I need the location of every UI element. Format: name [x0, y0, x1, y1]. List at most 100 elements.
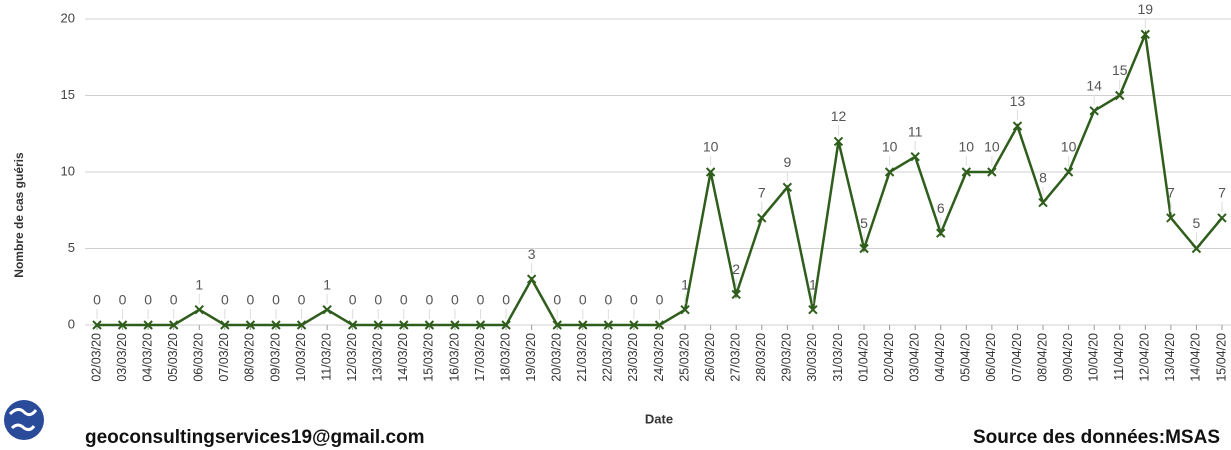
data-label: 0 — [349, 292, 357, 308]
point-marker — [680, 304, 690, 315]
point-marker — [987, 167, 997, 177]
x-tick-label: 13/03/20 — [371, 333, 385, 382]
data-label: 0 — [630, 292, 638, 308]
y-tick-label: 0 — [68, 316, 75, 331]
point-marker — [578, 320, 588, 330]
point-marker — [1063, 167, 1074, 177]
data-label: 0 — [272, 292, 280, 308]
point-marker — [552, 320, 562, 330]
logo-globe — [4, 400, 44, 440]
x-tick-label: 20/03/20 — [550, 333, 564, 382]
data-label: 7 — [1218, 185, 1226, 201]
x-tick-label: 11/04/20 — [1112, 333, 1126, 381]
x-tick-label: 05/04/20 — [959, 333, 973, 382]
data-label: 5 — [1193, 215, 1201, 231]
x-tick-label: 03/04/20 — [907, 333, 921, 382]
point-marker — [450, 320, 460, 330]
point-marker — [143, 320, 153, 330]
point-marker — [373, 320, 383, 330]
data-label: 1 — [323, 276, 331, 292]
x-tick-label: 06/03/20 — [192, 333, 206, 382]
x-tick-label: 07/04/20 — [1010, 333, 1024, 382]
data-label: 0 — [425, 292, 433, 308]
x-tick-label: 03/03/20 — [115, 333, 129, 382]
point-marker — [961, 167, 972, 177]
point-marker — [1140, 29, 1151, 40]
point-marker — [322, 304, 332, 315]
x-tick-label: 04/04/20 — [933, 333, 947, 382]
data-label: 11 — [908, 123, 923, 139]
x-tick-label: 14/04/20 — [1189, 333, 1203, 382]
y-tick-label: 20 — [61, 10, 75, 25]
x-tick-label: 15/04/20 — [1214, 333, 1228, 382]
x-tick-label: 06/04/20 — [984, 333, 998, 382]
data-label: 3 — [528, 246, 536, 262]
data-label: 0 — [656, 292, 664, 308]
data-label: 14 — [1086, 78, 1102, 94]
point-marker — [1012, 121, 1023, 131]
point-marker — [117, 320, 128, 330]
x-tick-label: 04/03/20 — [140, 333, 154, 382]
data-label: 0 — [119, 292, 127, 308]
point-marker — [705, 167, 716, 177]
x-tick-label: 10/04/20 — [1086, 333, 1100, 382]
x-tick-label: 28/03/20 — [754, 333, 768, 382]
point-marker — [475, 320, 486, 330]
x-tick-label: 14/03/20 — [396, 333, 410, 382]
data-label: 12 — [831, 108, 847, 124]
point-marker — [1115, 90, 1125, 101]
x-tick-label: 11/03/20 — [319, 333, 333, 381]
x-tick-label: 18/03/20 — [498, 333, 512, 382]
x-tick-label: 07/03/20 — [217, 333, 231, 382]
x-tick-label: 16/03/20 — [447, 333, 461, 382]
data-label: 0 — [477, 292, 485, 308]
point-marker — [833, 136, 844, 147]
x-tick-label: 10/03/20 — [294, 333, 308, 382]
data-label: 19 — [1138, 1, 1154, 17]
point-marker — [1217, 213, 1227, 223]
x-tick-label: 31/03/20 — [831, 333, 845, 382]
data-label: 1 — [195, 276, 203, 292]
data-label: 0 — [221, 292, 229, 308]
point-marker — [603, 320, 614, 330]
y-tick-label: 10 — [61, 163, 75, 178]
point-marker — [526, 274, 537, 284]
point-marker — [629, 320, 639, 330]
point-marker — [859, 243, 869, 254]
x-tick-label: 12/04/20 — [1138, 333, 1152, 382]
point-marker — [654, 320, 665, 330]
point-marker — [424, 320, 435, 330]
data-label: 0 — [553, 292, 561, 308]
point-marker — [782, 182, 793, 193]
point-marker — [347, 320, 358, 330]
data-label: 0 — [604, 292, 612, 308]
x-tick-label: 23/03/20 — [626, 333, 640, 382]
data-label: 0 — [170, 292, 178, 308]
point-marker — [168, 320, 179, 330]
data-label: 0 — [502, 292, 510, 308]
x-tick-label: 08/03/20 — [243, 333, 257, 382]
data-label: 0 — [298, 292, 306, 308]
point-marker — [399, 320, 409, 330]
x-tick-label: 02/04/20 — [882, 333, 896, 382]
x-tick-label: 05/03/20 — [166, 333, 180, 382]
x-tick-label: 25/03/20 — [677, 333, 691, 382]
point-marker — [271, 320, 281, 330]
x-tick-label: 21/03/20 — [575, 333, 589, 382]
x-tick-label: 22/03/20 — [601, 333, 615, 382]
data-label: 9 — [783, 154, 791, 170]
data-label: 10 — [703, 139, 719, 155]
data-label: 8 — [1039, 169, 1047, 185]
x-tick-label: 19/03/20 — [524, 333, 538, 382]
x-tick-label: 09/03/20 — [268, 333, 282, 382]
y-tick-label: 15 — [61, 87, 75, 102]
logo-lines — [8, 407, 38, 432]
data-label: 0 — [144, 292, 152, 308]
data-label: 0 — [247, 292, 255, 308]
x-tick-label: 08/04/20 — [1035, 333, 1049, 382]
x-tick-label: 29/03/20 — [780, 333, 794, 382]
data-label: 0 — [93, 292, 101, 308]
data-label: 7 — [1167, 185, 1175, 201]
data-label: 13 — [1010, 93, 1026, 109]
point-marker — [501, 320, 511, 330]
